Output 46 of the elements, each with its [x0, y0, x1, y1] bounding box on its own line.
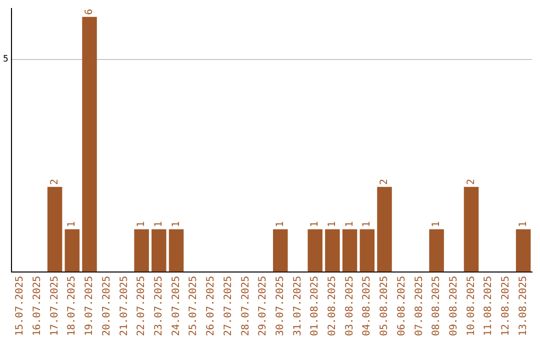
data-label: 6	[84, 8, 96, 15]
x-tick-label: 12.08.2025	[500, 276, 512, 336]
x-tick-label: 11.08.2025	[483, 276, 494, 336]
x-tick-label: 27.07.2025	[222, 276, 234, 336]
data-label: 1	[362, 221, 373, 228]
x-tick-label: 17.07.2025	[49, 276, 60, 336]
x-tick-label: 20.07.2025	[101, 276, 112, 336]
x-tick-label: 01.08.2025	[310, 276, 321, 336]
x-tick-label: 25.07.2025	[188, 276, 200, 336]
data-label: 2	[49, 178, 60, 185]
x-tick-label: 09.08.2025	[448, 276, 460, 336]
data-label: 1	[136, 221, 148, 228]
x-tick-label: 30.07.2025	[274, 276, 286, 336]
x-tick-label: 03.08.2025	[344, 276, 356, 336]
x-tick-label: 13.08.2025	[518, 276, 529, 336]
x-tick-label: 08.08.2025	[431, 276, 442, 336]
x-tick-label: 07.08.2025	[414, 276, 425, 336]
x-tick-label: 29.07.2025	[258, 276, 269, 336]
x-tick-label: 05.08.2025	[379, 276, 390, 336]
x-tick-label: 28.07.2025	[240, 276, 252, 336]
y-tick-label: 5	[2, 54, 8, 65]
data-label: 1	[274, 221, 286, 228]
x-tick-label: 06.08.2025	[396, 276, 408, 336]
x-tick-label: 21.07.2025	[118, 276, 130, 336]
data-label: 2	[466, 178, 477, 185]
x-tick-label: 31.07.2025	[292, 276, 304, 336]
data-label: 1	[66, 221, 78, 228]
data-label: 1	[344, 221, 356, 228]
data-label: 1	[431, 221, 442, 228]
x-tick-label: 15.07.2025	[14, 276, 26, 336]
x-tick-label: 19.07.2025	[84, 276, 96, 336]
x-tick-label: 22.07.2025	[136, 276, 148, 336]
data-label: 1	[310, 221, 321, 228]
data-label: 1	[327, 221, 338, 228]
data-label: 1	[518, 221, 529, 228]
data-label: 1	[154, 221, 165, 228]
data-label: 2	[379, 178, 390, 185]
x-tick-label: 02.08.2025	[327, 276, 338, 336]
x-tick-label: 16.07.2025	[32, 276, 44, 336]
x-tick-label: 23.07.2025	[154, 276, 165, 336]
x-tick-label: 24.07.2025	[170, 276, 182, 336]
x-tick-label: 18.07.2025	[66, 276, 78, 336]
x-tick-label: 04.08.2025	[362, 276, 373, 336]
data-label: 1	[170, 221, 182, 228]
x-tick-label: 26.07.2025	[206, 276, 217, 336]
x-tick-label: 10.08.2025	[466, 276, 477, 336]
